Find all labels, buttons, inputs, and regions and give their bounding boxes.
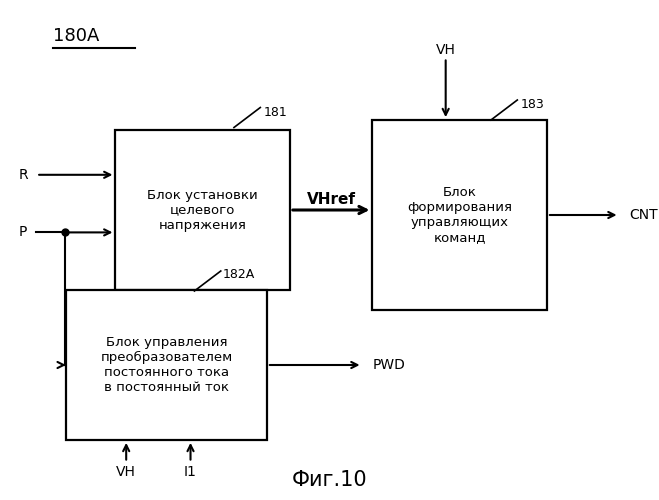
Text: Блок
формирования
управляющих
команд: Блок формирования управляющих команд [407,186,512,244]
Text: Блок установки
целевого
напряжения: Блок установки целевого напряжения [147,188,258,232]
Text: P: P [19,226,27,239]
Text: VH: VH [436,43,455,57]
Text: I1: I1 [184,466,197,479]
Bar [66,290,267,440]
Text: Фиг.10: Фиг.10 [292,470,367,490]
Text: 183: 183 [521,98,544,110]
Text: 181: 181 [264,106,287,119]
Text: 182A: 182A [223,268,255,281]
Bar [115,130,290,290]
Text: 180A: 180A [53,27,99,45]
Text: VHref: VHref [306,192,356,208]
Text: PWD: PWD [372,358,405,372]
Text: VH: VH [116,466,136,479]
Text: Блок управления
преобразователем
постоянного тока
в постоянный ток: Блок управления преобразователем постоян… [100,336,233,394]
Text: R: R [18,168,28,182]
Text: CNTL: CNTL [629,208,659,222]
Bar [372,120,547,310]
